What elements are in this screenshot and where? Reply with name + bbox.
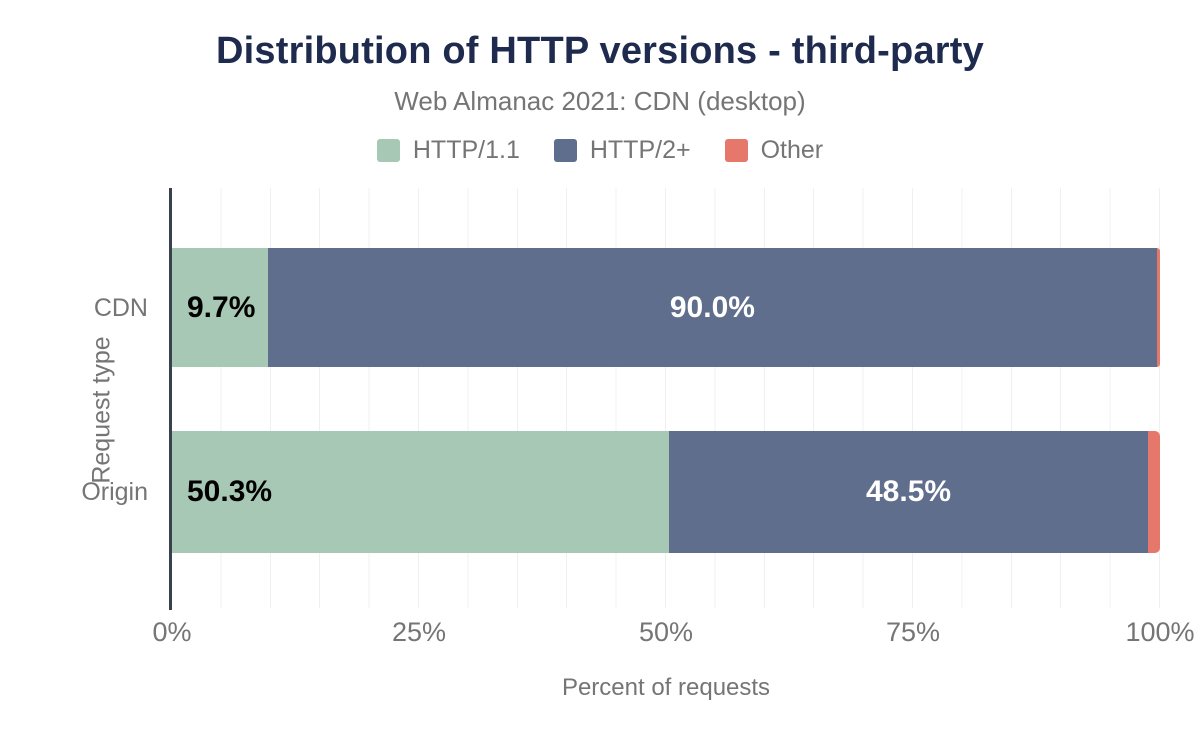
chart-title: Distribution of HTTP versions - third-pa…	[216, 30, 984, 72]
legend-label: HTTP/2+	[589, 136, 691, 164]
bar-segment-origin-other[interactable]	[1148, 431, 1160, 553]
x-tick-75: 75%	[885, 617, 941, 647]
bar-value-label: 48.5%	[866, 475, 952, 508]
chart-subtitle: Web Almanac 2021: CDN (desktop)	[394, 86, 806, 116]
x-axis-tick-labels: 0% 25% 50% 75% 100%	[152, 616, 1194, 650]
bar-value-label: 9.7%	[187, 290, 256, 324]
x-tick-50: 50%	[638, 617, 694, 647]
x-tick-25: 25%	[391, 617, 447, 647]
bar-segment-cdn-other[interactable]	[1157, 248, 1160, 367]
legend-item-http-2[interactable]: HTTP/2+	[553, 136, 691, 165]
category-label-cdn: CDN	[93, 293, 148, 322]
x-tick-0: 0%	[152, 617, 192, 647]
legend-swatch-icon	[724, 139, 748, 162]
bar-row-cdn: 9.7% 90.0%	[172, 248, 1160, 367]
legend-label: HTTP/1.1	[412, 136, 520, 164]
legend-item-other[interactable]: Other	[724, 136, 824, 165]
plot-area: 9.7% 90.0% 50.3% 48.5%	[169, 188, 1160, 610]
bar-segment-origin-http-1-1[interactable]: 50.3%	[172, 431, 669, 553]
legend-item-http-1-1[interactable]: HTTP/1.1	[376, 136, 520, 165]
x-axis-title: Percent of requests	[561, 674, 771, 701]
legend-swatch-icon	[376, 139, 400, 162]
x-tick-100: 100%	[1125, 617, 1195, 647]
bar-segment-cdn-http-1-1[interactable]: 9.7%	[172, 248, 268, 367]
bar-row-origin: 50.3% 48.5%	[172, 431, 1160, 553]
y-axis-category-labels: CDN Origin	[0, 188, 160, 608]
legend-swatch-icon	[553, 139, 577, 162]
bar-value-label: 50.3%	[187, 475, 273, 508]
category-label-origin: Origin	[81, 478, 148, 506]
bar-segment-cdn-http-2[interactable]: 90.0%	[267, 248, 1158, 367]
bar-segment-origin-http-2[interactable]: 48.5%	[668, 431, 1149, 553]
chart-legend: HTTP/1.1 HTTP/2+ Other	[0, 136, 1200, 165]
legend-label: Other	[760, 136, 824, 164]
y-axis-line	[169, 188, 172, 610]
bar-value-label: 90.0%	[669, 290, 755, 324]
